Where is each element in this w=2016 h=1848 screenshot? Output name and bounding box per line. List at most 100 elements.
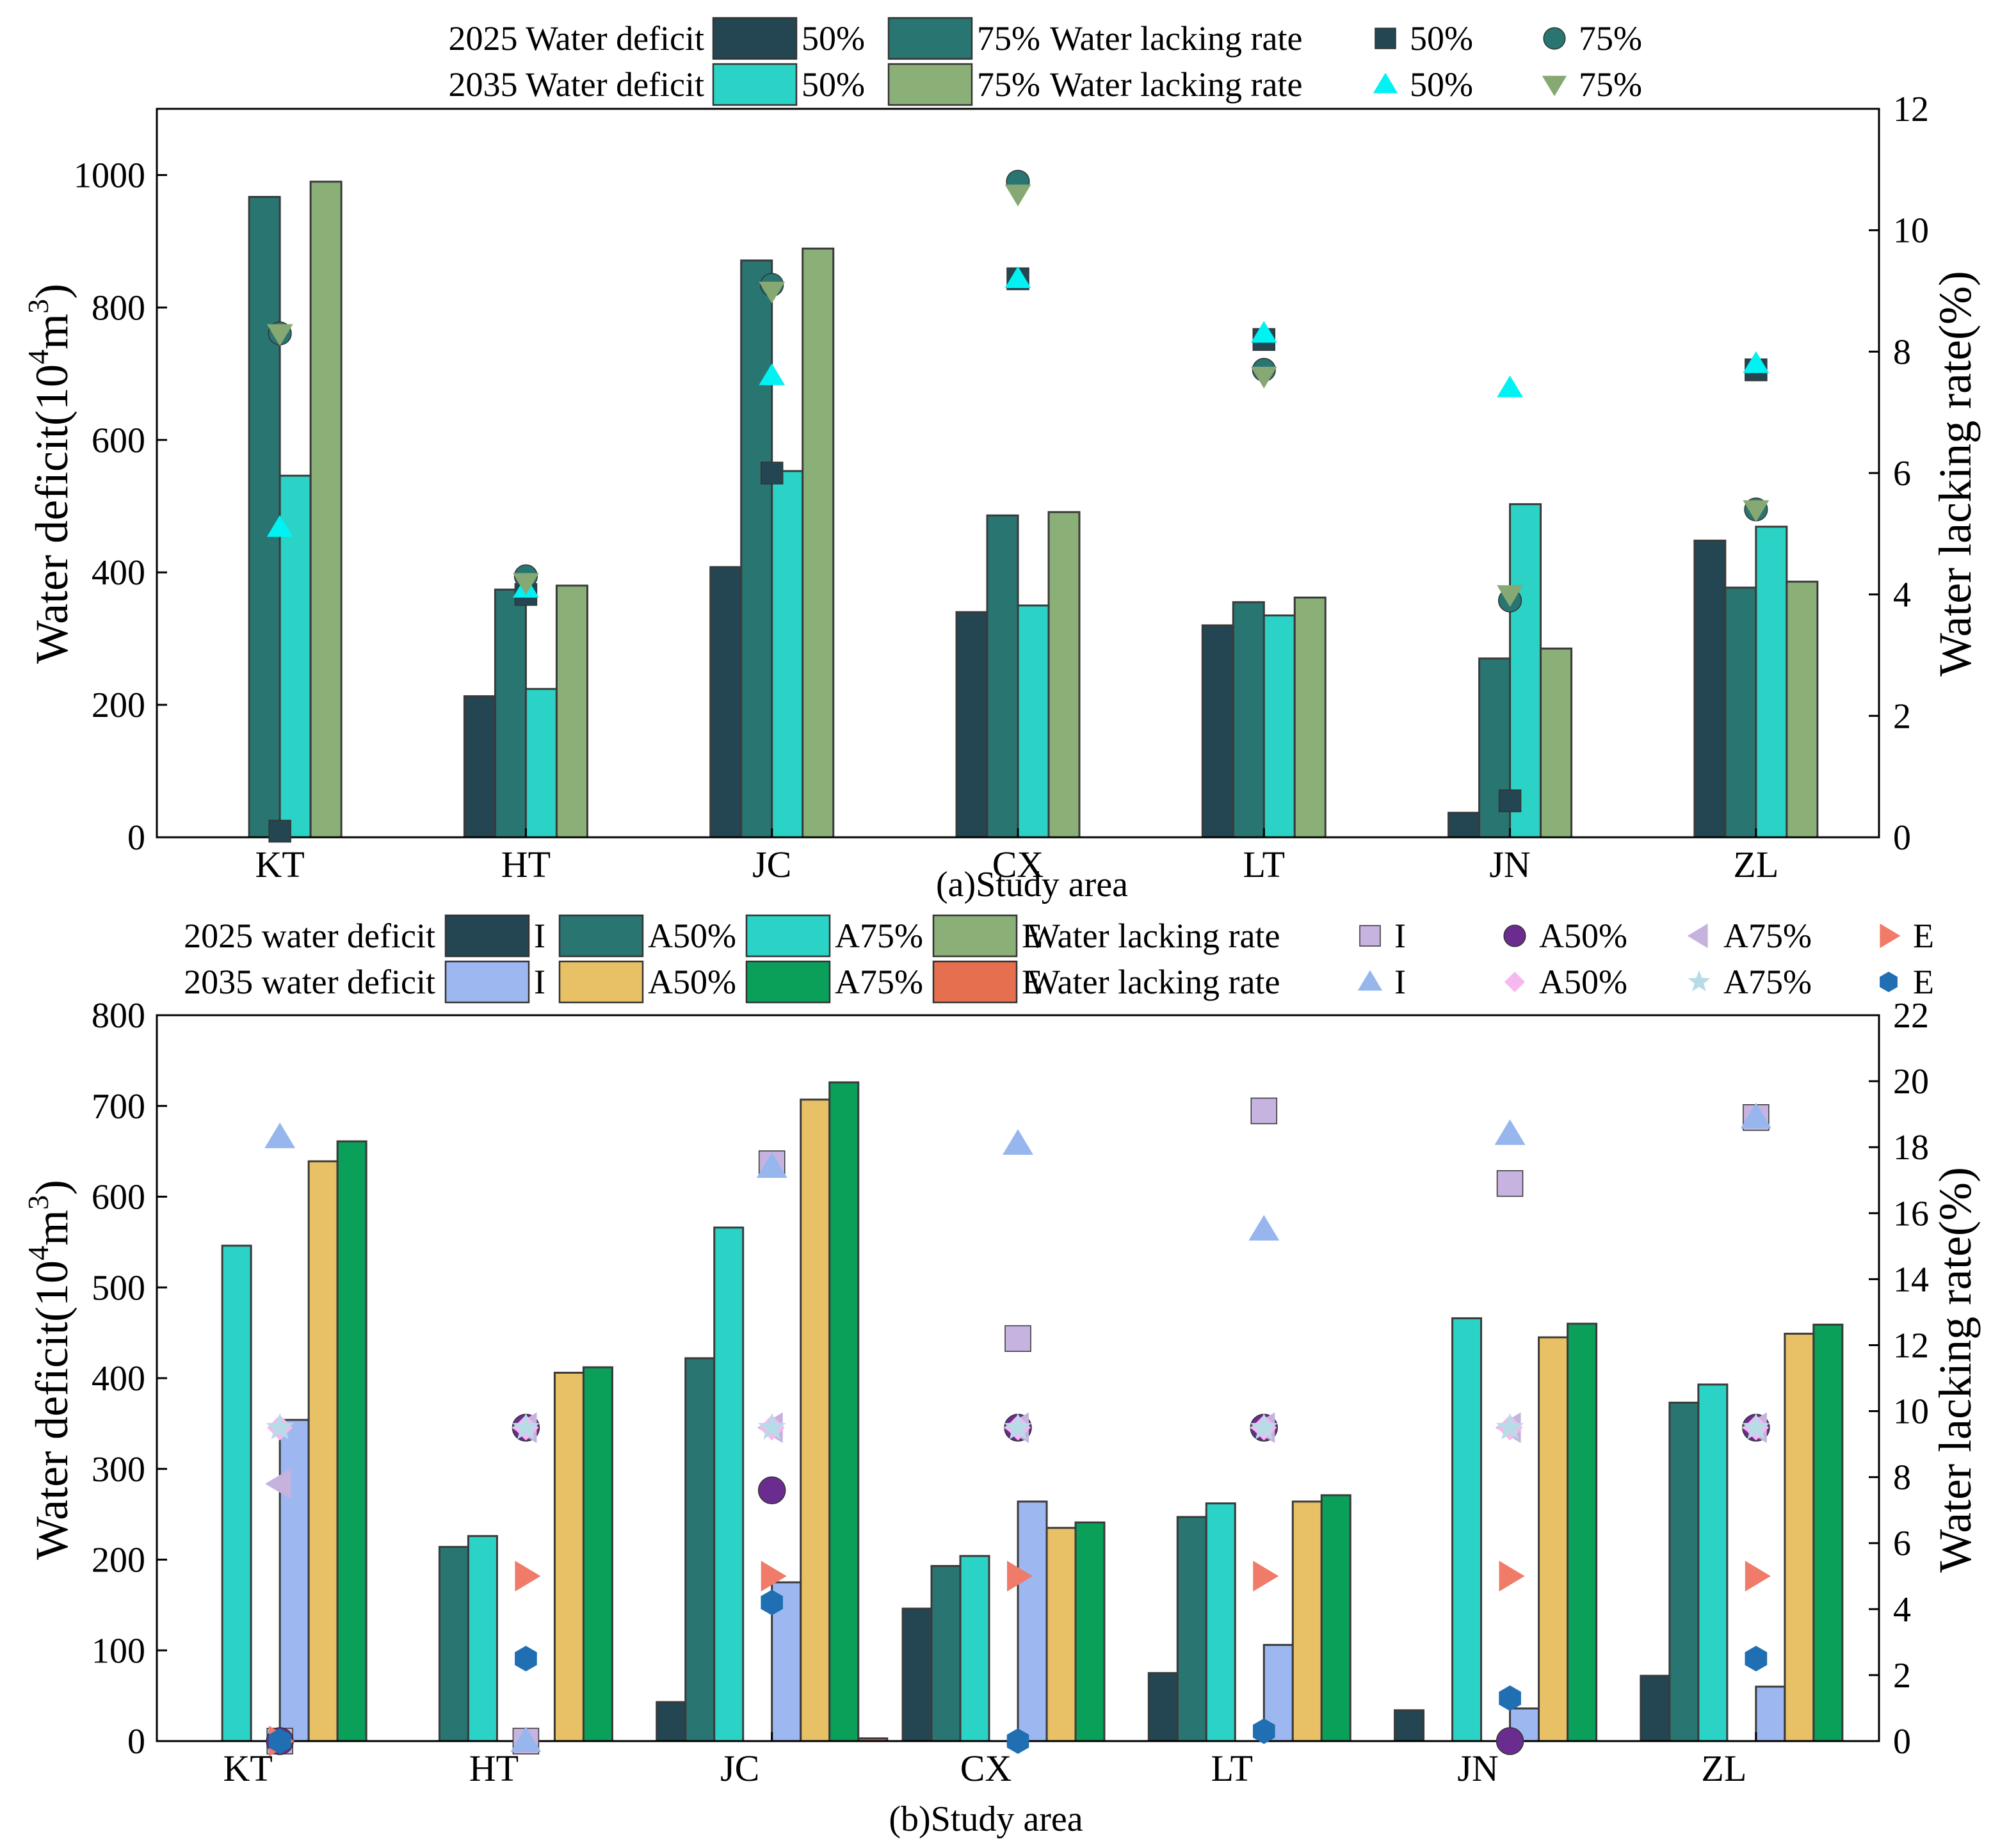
panel-b-legend-row-label: 2035 water deficit: [184, 963, 435, 1001]
panel-a-legend-rate-label: Water lacking rate: [1050, 19, 1302, 58]
panel-b-bar-2035-a75-lt: [1320, 1494, 1351, 1742]
panel-a-bar-2025-75-zl: [1724, 586, 1757, 839]
panel-a-bar-2035-75-lt: [1293, 596, 1327, 839]
panel-b-bar-2035-a50-zl: [1784, 1333, 1815, 1742]
panel-b-legend-rate-label: Water lacking rate: [1028, 963, 1280, 1001]
panel-b-x-tick-label-ht: HT: [469, 1748, 519, 1789]
panel-a-bar-2035-75-jn: [1540, 647, 1573, 839]
panel-b-legend-marker-label: I: [1394, 917, 1406, 955]
panel-a-y2-tick-label: 12: [1893, 90, 1929, 129]
panel-b-marker-2035-rate-a75-ht: [512, 1413, 540, 1440]
panel-b-marker-2035-rate-a75-cx: [1004, 1413, 1032, 1440]
panel-a-marker-2035-rate-50-jn: [1497, 375, 1523, 398]
panel-b-x-tick-label-kt: KT: [223, 1748, 272, 1789]
panel-b-bar-2035-a50-jc: [800, 1098, 831, 1742]
panel-a-bar-2025-50-ht: [463, 695, 496, 839]
panel-b-marker-2025-rate-a50-jc: [757, 1476, 786, 1505]
panel-b-legend-swatch-2035-a75: [745, 960, 831, 1004]
panel-b-legend-marker-label: A50%: [1539, 917, 1627, 955]
panel-a-y2-tick-label: 4: [1893, 575, 1911, 615]
panel-b-legend-marker-2025-rate-a50: [1503, 924, 1526, 947]
panel-b-marker-2025-rate-e-ht: [515, 1561, 541, 1592]
panel-b-legend-swatch-2035-i: [444, 960, 530, 1004]
panel-b-bar-2025-a75-jn: [1451, 1317, 1483, 1742]
panel-a-legend-bar-label: 75%: [977, 65, 1040, 104]
panel-a-bar-2035-75-jc: [802, 247, 835, 839]
panel-a-bar-2035-50-jn: [1509, 503, 1542, 839]
panel-a-legend-bar-label: 50%: [802, 65, 865, 104]
panel-a-legend-marker-label: 75%: [1579, 19, 1642, 58]
panel-a-marker-2035-rate-50-jc: [759, 363, 786, 385]
panel-b-y-tick-label: 200: [92, 1541, 145, 1580]
panel-a-y2-tick-label: 2: [1893, 696, 1911, 736]
panel-a-y-tick-label: 1000: [74, 156, 145, 195]
panel-a-bar-2025-75-cx: [986, 514, 1019, 839]
panel-a-legend: 2025 Water deficit 50% 75% Water lacking ra…: [448, 17, 1642, 106]
panel-b-marker-2025-rate-a50-jn: [1496, 1727, 1524, 1755]
panel-a-bar-2035-75-zl: [1786, 581, 1819, 839]
panel-b-marker-2025-rate-e-zl: [1745, 1561, 1771, 1592]
panel-a-bar-2025-75-jn: [1478, 657, 1512, 839]
panel-a-y-tick-label: 800: [92, 288, 145, 328]
panel-b-y2-tick-label: 14: [1893, 1260, 1929, 1299]
panel-a-x-tick-label-cx: CX: [992, 844, 1044, 885]
panel-b-y2-axis-title: Water lacking rate(%): [1930, 1167, 1981, 1573]
panel-a-marker-2035-rate-75-zl: [1743, 500, 1770, 522]
panel-b-y-axis-title: Water deficit(104m3): [22, 1180, 77, 1560]
panel-b-y-title-exp1: 4: [22, 1246, 54, 1260]
panel-a-bar-2025-50-jc: [709, 566, 743, 839]
panel-a-marker-2035-rate-75-kt: [266, 324, 293, 346]
panel-b-legend-swatch-2025-a75: [745, 914, 831, 958]
panel-b-bar-2035-i-zl: [1755, 1685, 1786, 1742]
panel-a-legend-bar-label: 50%: [802, 19, 865, 58]
panel-a-marker-2025-rate-50-jc: [760, 462, 784, 485]
panel-b-legend-marker-2025-rate-e: [1880, 923, 1901, 949]
panel-a-bar-2035-50-ht: [524, 687, 558, 839]
panel-a-marker-2025-rate-50-kt: [268, 819, 291, 843]
panel-a-chart: 2025 Water deficit 50% 75% Water lacking ra…: [22, 17, 1981, 904]
panel-b-bar-2035-a50-lt: [1291, 1500, 1323, 1742]
panel-a-bar-2035-75-ht: [555, 584, 588, 839]
panel-a-bar-2025-50-cx: [955, 611, 988, 839]
panel-b-bar-2035-a75-cx: [1074, 1521, 1106, 1742]
panel-b-bar-2025-a50-lt: [1176, 1516, 1207, 1742]
panel-b-marker-2035-rate-i-jc: [756, 1152, 787, 1178]
panel-b-y-title-exp2: 3: [22, 1195, 54, 1210]
panel-b-legend-marker-label: A75%: [1723, 963, 1812, 1001]
panel-b-legend-marker-2025-rate-i: [1359, 925, 1381, 947]
panel-a-y-tick-label: 600: [92, 421, 145, 460]
panel-b-bar-2035-a50-cx: [1045, 1527, 1077, 1742]
panel-a-bar-2025-50-zl: [1693, 540, 1727, 839]
panel-b-legend-rate-label: Water lacking rate: [1028, 917, 1280, 955]
panel-b-marker-2035-rate-e-lt: [1253, 1718, 1275, 1744]
panel-a-legend-bar-label: 75%: [977, 19, 1040, 58]
panel-a-legend-swatch-2025-75: [887, 17, 973, 60]
panel-a-y-title-mid: m: [26, 314, 77, 350]
panel-b-bar-2025-a75-lt: [1205, 1502, 1236, 1742]
panel-b-x-axis-title: (b)Study area: [889, 1799, 1083, 1839]
panel-a-y2-tick-label: 6: [1893, 454, 1911, 494]
panel-a-marker-2035-rate-50-zl: [1743, 351, 1770, 373]
panel-b-y-tick-label: 500: [92, 1268, 145, 1308]
panel-b-bar-2025-i-jc: [656, 1701, 687, 1742]
panel-a-bar-2035-75-kt: [309, 181, 343, 839]
panel-b-bar-2025-a50-ht: [438, 1546, 469, 1742]
panel-b-marker-2035-rate-e-zl: [1745, 1646, 1768, 1672]
panel-b-y2-tick-label: 22: [1893, 996, 1929, 1036]
panel-b-bar-2025-a50-cx: [930, 1564, 962, 1742]
panel-a-bar-2025-75-kt: [248, 196, 281, 839]
panel-b-legend-bar-label: I: [534, 963, 545, 1001]
panel-a-y-title-exp1: 4: [22, 350, 54, 364]
panel-b-bar-2025-a75-zl: [1697, 1383, 1729, 1742]
panel-b-marker-2035-rate-i-ht: [510, 1726, 542, 1752]
panel-b-marker-2035-rate-a75-lt: [1250, 1413, 1278, 1440]
panel-a-plot-area: 0 200 400 600 800 1000 0 2 4 6 8 10 12 KT HT JC CX LT JN ZL: [74, 90, 1929, 885]
panel-a-y2-tick-label: 10: [1893, 211, 1929, 251]
panel-a-y2-axis-title: Water lacking rate(%): [1930, 271, 1981, 677]
panel-b-bar-2025-i-cx: [901, 1607, 933, 1742]
panel-b-bar-2035-a75-jn: [1567, 1322, 1598, 1742]
panel-b-bar-2025-a75-ht: [467, 1535, 498, 1742]
panel-b-y-tick-label: 100: [92, 1631, 145, 1671]
panel-a-legend-marker-2025-rate-75: [1543, 27, 1566, 50]
